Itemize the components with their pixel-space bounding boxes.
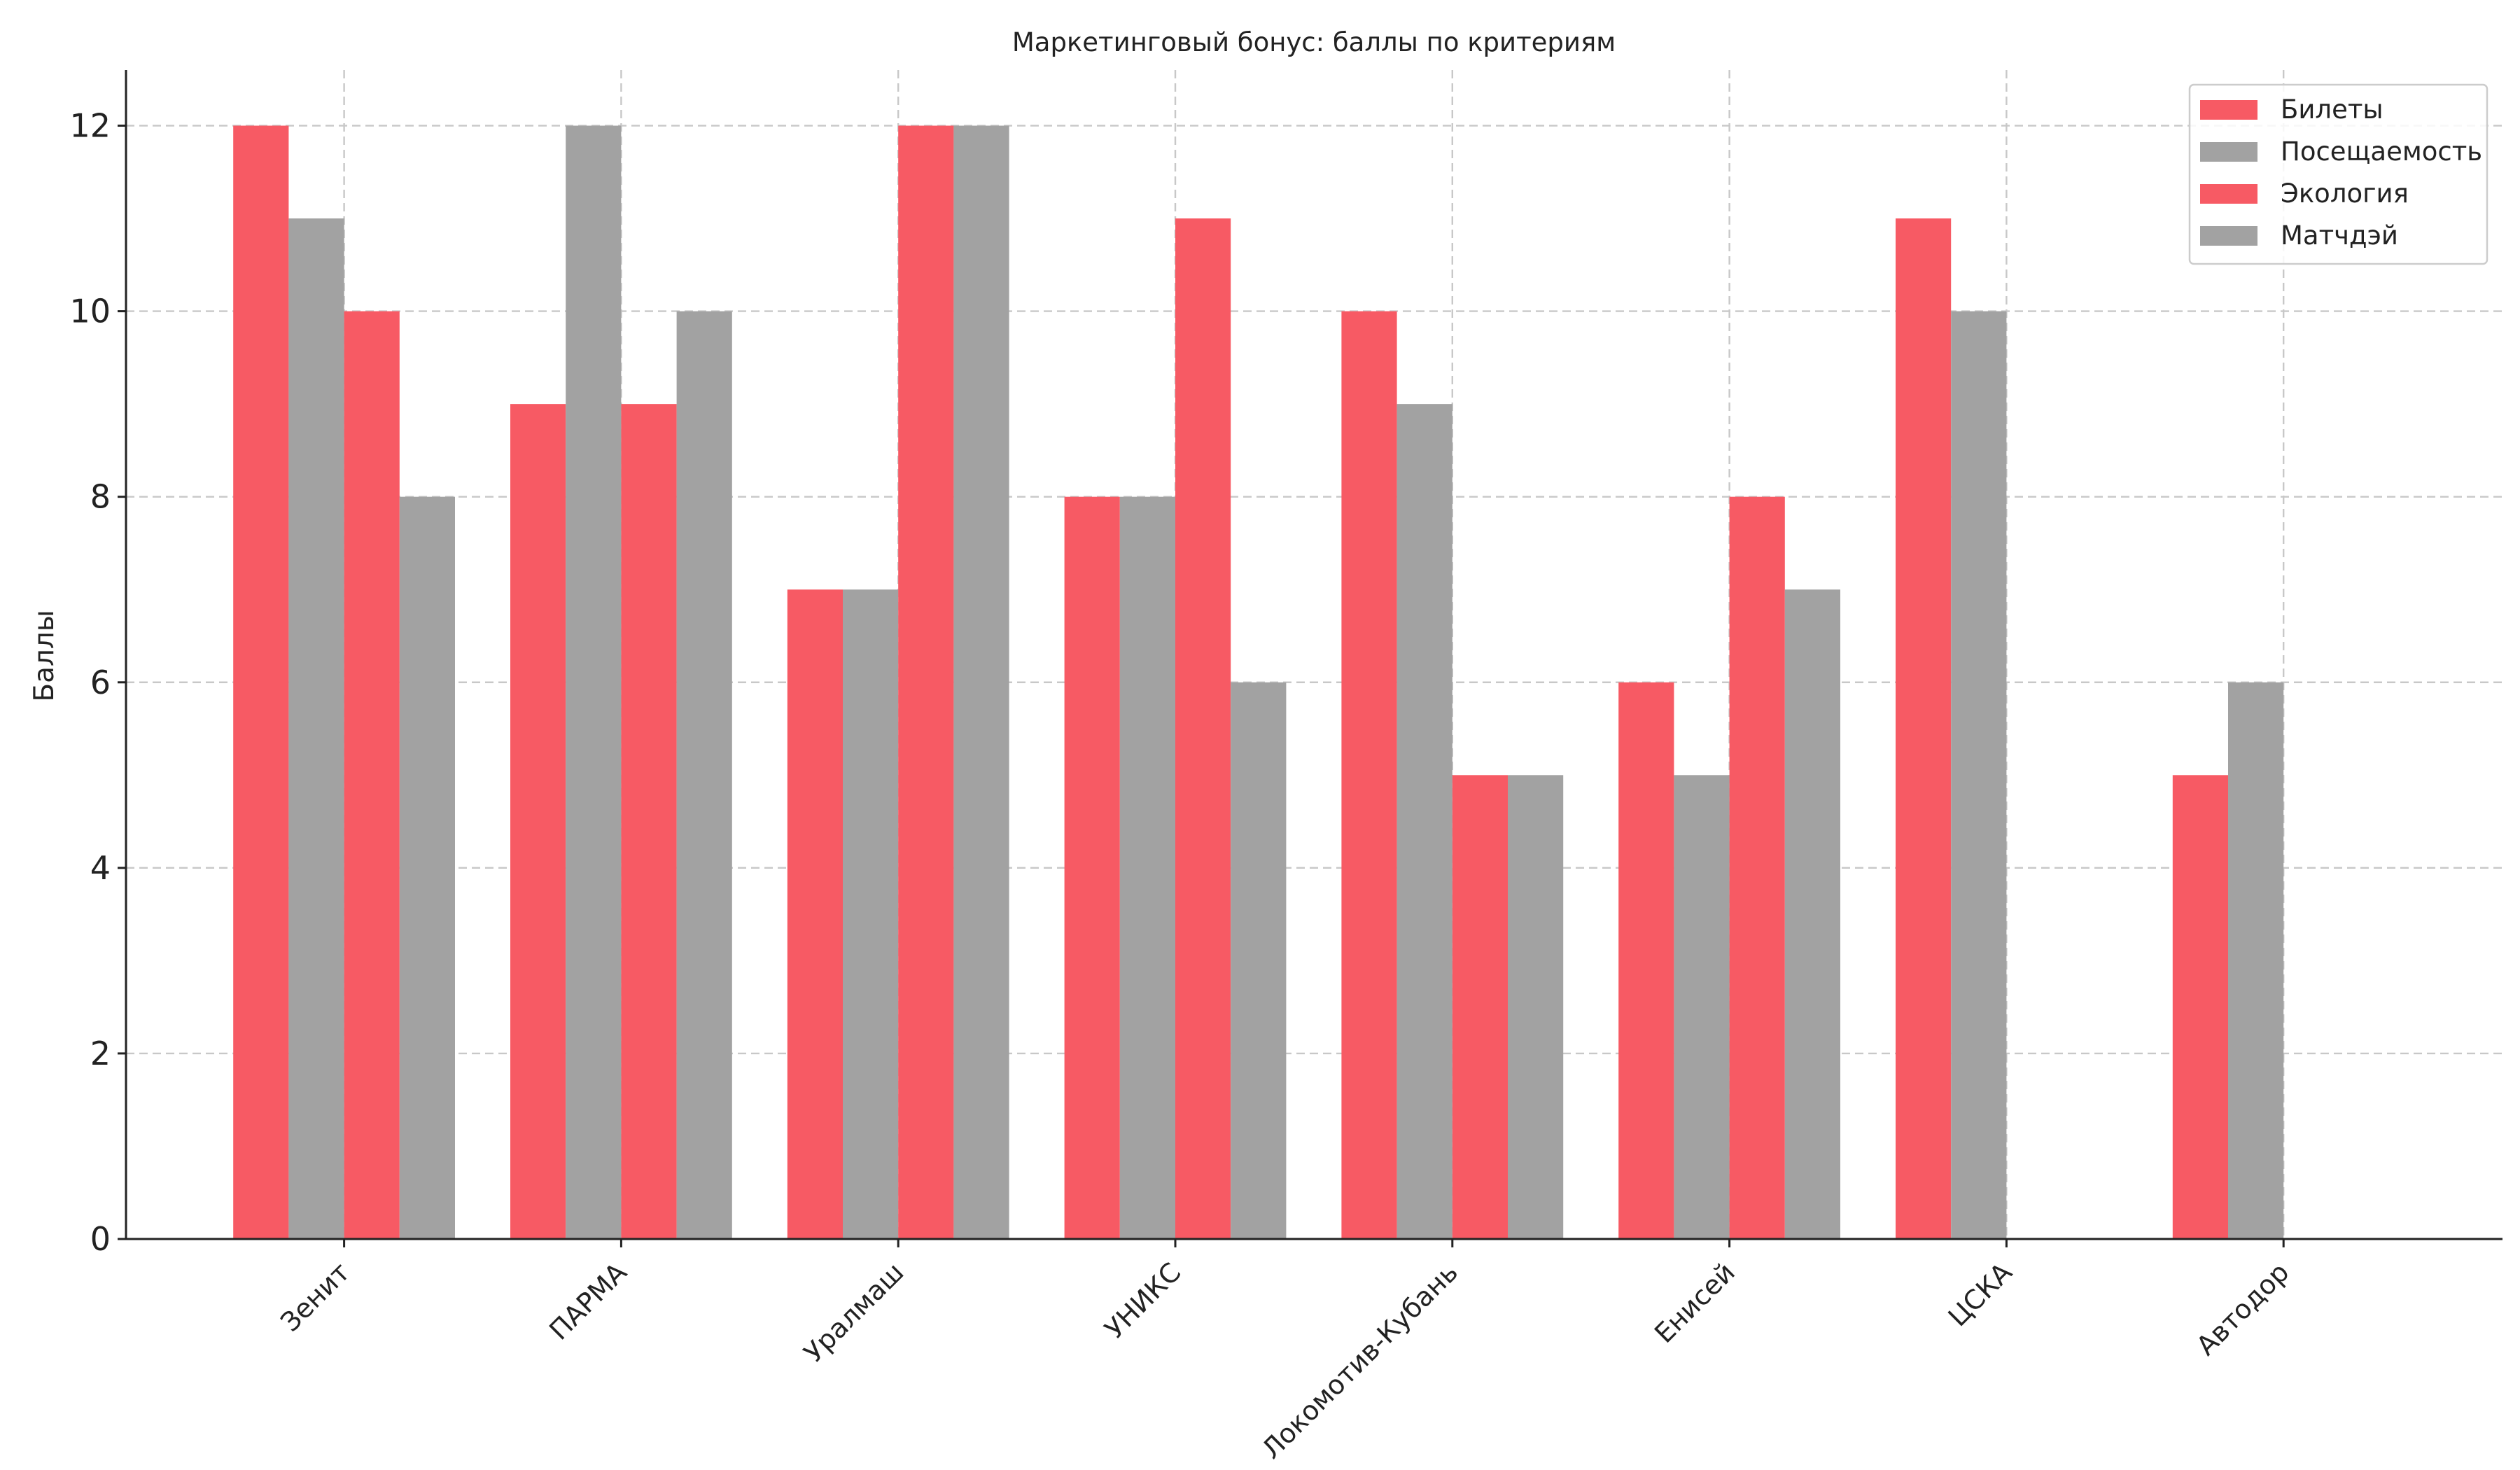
bar	[1175, 218, 1231, 1240]
bar	[510, 404, 566, 1240]
bar	[399, 496, 455, 1239]
x-tick-label: Енисей	[1648, 1256, 1741, 1349]
bar	[1674, 775, 1730, 1239]
x-tick-label: Уралмаш	[798, 1256, 910, 1368]
bar	[1396, 404, 1452, 1240]
bar	[843, 589, 899, 1239]
bar	[1729, 496, 1785, 1239]
bar	[1119, 496, 1175, 1239]
legend-swatch	[2200, 142, 2258, 162]
bar	[1064, 496, 1120, 1239]
legend-label: Матчдэй	[2281, 220, 2398, 251]
bar	[1951, 311, 2007, 1240]
x-tick-label: Автодор	[2190, 1256, 2295, 1361]
y-axis-label: Баллы	[29, 610, 60, 701]
bars	[233, 125, 2284, 1240]
bar	[1341, 311, 1397, 1240]
y-tick-labels: 0 2 4 6 8 10 12	[69, 107, 111, 1258]
y-tick-label: 2	[90, 1035, 111, 1072]
x-tick-label: Зенит	[274, 1256, 356, 1338]
chart-title: Маркетинговый бонус: баллы по критериям	[1012, 27, 1616, 57]
legend-swatch	[2200, 184, 2258, 204]
bar	[676, 311, 732, 1240]
bar	[621, 404, 677, 1240]
axes	[118, 70, 2502, 1247]
bar	[787, 589, 843, 1239]
bar	[1452, 775, 1508, 1239]
bar	[288, 218, 344, 1240]
legend-swatch	[2200, 226, 2258, 246]
bar	[1784, 589, 1840, 1239]
y-tick-label: 6	[90, 664, 111, 701]
legend-frame	[2188, 83, 2488, 265]
bar	[1508, 775, 1564, 1239]
y-tick-label: 4	[90, 849, 111, 887]
x-tick-label: ЦСКА	[1942, 1256, 2018, 1332]
bar	[1618, 682, 1674, 1239]
y-tick-label: 8	[90, 478, 111, 516]
bar	[2172, 775, 2228, 1239]
legend-label: Экология	[2281, 178, 2409, 209]
x-tick-label: Локомотив-Кубань	[1256, 1256, 1464, 1464]
bar	[344, 311, 400, 1240]
y-tick-label: 12	[69, 107, 111, 145]
bar	[566, 125, 622, 1239]
bar	[1231, 682, 1287, 1239]
legend: Билеты Посещаемость Экология Матчдэй	[2188, 83, 2488, 265]
bar	[898, 125, 954, 1239]
y-tick-label: 0	[90, 1220, 111, 1258]
legend-label: Билеты	[2281, 94, 2384, 125]
x-tick-label: ПАРМА	[543, 1256, 632, 1345]
y-tick-label: 10	[69, 293, 111, 330]
bar	[1896, 218, 1952, 1240]
legend-label: Посещаемость	[2281, 136, 2482, 167]
x-tick-label: УНИКС	[1099, 1256, 1187, 1345]
legend-swatch	[2200, 100, 2258, 120]
bar	[233, 125, 289, 1239]
bar	[2228, 682, 2284, 1239]
bar	[953, 125, 1009, 1239]
x-tick-labels: Зенит ПАРМА Уралмаш УНИКС Локомотив-Кубань Ен…	[274, 1256, 2295, 1464]
grid	[126, 70, 2502, 1239]
